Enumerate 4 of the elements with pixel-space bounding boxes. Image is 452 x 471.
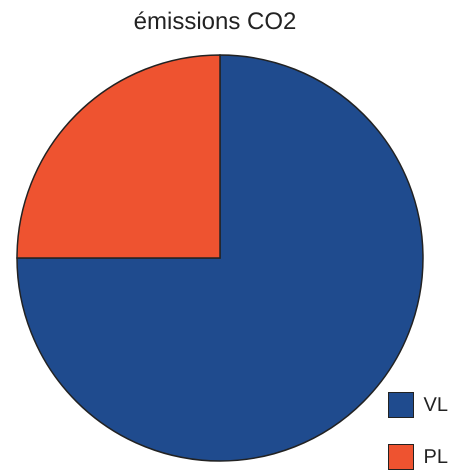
pie-slice — [16, 54, 424, 462]
chart-title: émissions CO2 — [132, 8, 298, 36]
legend-label: VL — [424, 394, 448, 416]
legend-label: PL — [424, 446, 448, 468]
